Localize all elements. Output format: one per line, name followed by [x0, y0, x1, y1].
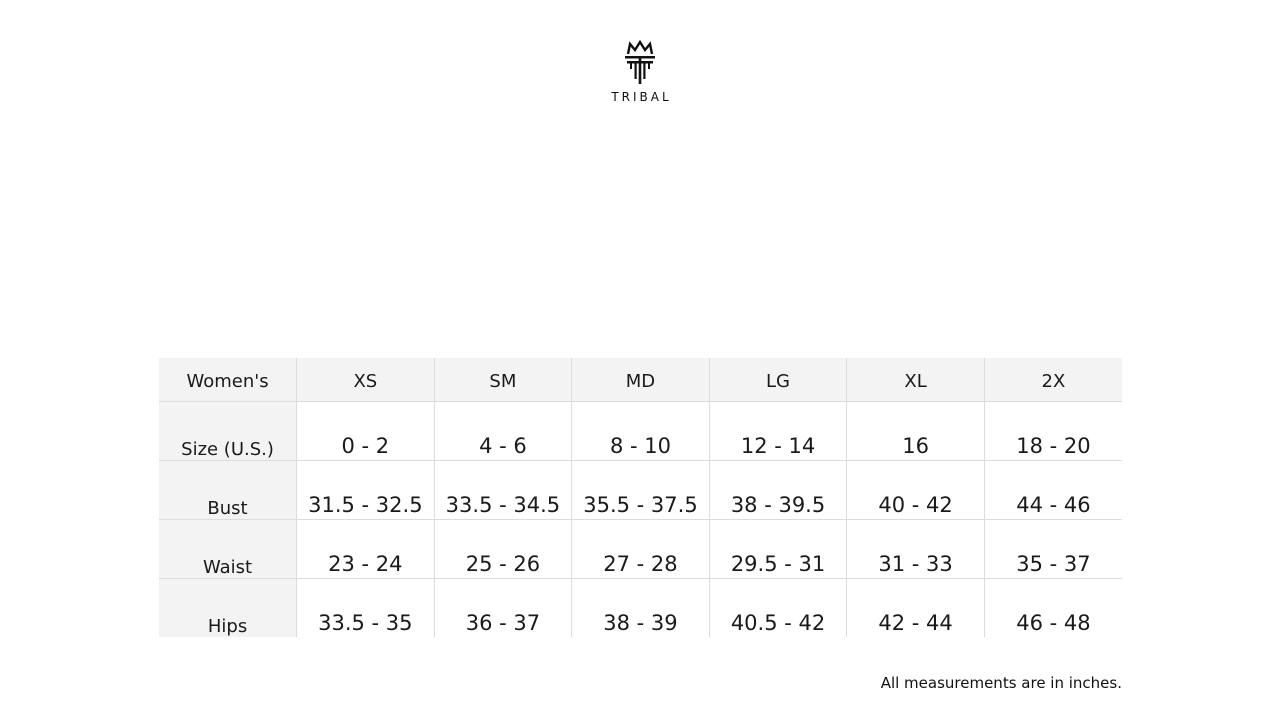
table-cell: 4 - 6	[433, 401, 573, 461]
table-cell: 31.5 - 32.5	[296, 460, 435, 520]
table-cell: 42 - 44	[846, 578, 985, 637]
table-cell: 18 - 20	[983, 401, 1122, 461]
table-cell: 40 - 42	[846, 460, 985, 520]
table-cell: 27 - 28	[571, 519, 710, 579]
table-cell: 35 - 37	[983, 519, 1122, 579]
table-cell: 23 - 24	[296, 519, 435, 579]
table-cell: 31 - 33	[846, 519, 985, 579]
table-cell: 16	[846, 401, 985, 461]
table-row: Bust 31.5 - 32.5 33.5 - 34.5 35.5 - 37.5…	[159, 460, 1122, 520]
table-cell: 38 - 39.5	[708, 460, 848, 520]
header-cell: Women's	[159, 358, 298, 402]
table-cell: 29.5 - 31	[708, 519, 848, 579]
brand-logo: TRIBAL	[600, 39, 680, 104]
table-cell: 35.5 - 37.5	[571, 460, 710, 520]
brand-name: TRIBAL	[611, 90, 672, 104]
row-label: Bust	[159, 460, 298, 520]
size-chart-table: Women's XS SM MD LG XL 2X Size (U.S.) 0 …	[159, 358, 1122, 637]
table-cell: 38 - 39	[571, 578, 710, 637]
table-cell: 12 - 14	[708, 401, 848, 461]
header-cell: 2X	[983, 358, 1122, 402]
header-cell: XS	[296, 358, 435, 402]
header-cell: LG	[708, 358, 848, 402]
header-cell: XL	[846, 358, 985, 402]
header-cell: MD	[571, 358, 710, 402]
header-cell: SM	[433, 358, 573, 402]
row-label: Waist	[159, 519, 298, 579]
table-cell: 46 - 48	[983, 578, 1122, 637]
row-label: Hips	[159, 578, 298, 637]
table-row: Hips 33.5 - 35 36 - 37 38 - 39 40.5 - 42…	[159, 578, 1122, 637]
table-header-row: Women's XS SM MD LG XL 2X	[159, 358, 1122, 402]
table-row: Waist 23 - 24 25 - 26 27 - 28 29.5 - 31 …	[159, 519, 1122, 579]
table-cell: 8 - 10	[571, 401, 710, 461]
table-cell: 36 - 37	[433, 578, 573, 637]
measurement-footnote: All measurements are in inches.	[880, 674, 1122, 692]
table-cell: 44 - 46	[983, 460, 1122, 520]
table-cell: 33.5 - 35	[296, 578, 435, 637]
row-label: Size (U.S.)	[159, 401, 298, 461]
crown-t-logo-icon	[625, 39, 655, 84]
table-cell: 0 - 2	[296, 401, 435, 461]
table-cell: 33.5 - 34.5	[433, 460, 573, 520]
table-row: Size (U.S.) 0 - 2 4 - 6 8 - 10 12 - 14 1…	[159, 401, 1122, 461]
table-cell: 25 - 26	[433, 519, 573, 579]
table-cell: 40.5 - 42	[708, 578, 848, 637]
